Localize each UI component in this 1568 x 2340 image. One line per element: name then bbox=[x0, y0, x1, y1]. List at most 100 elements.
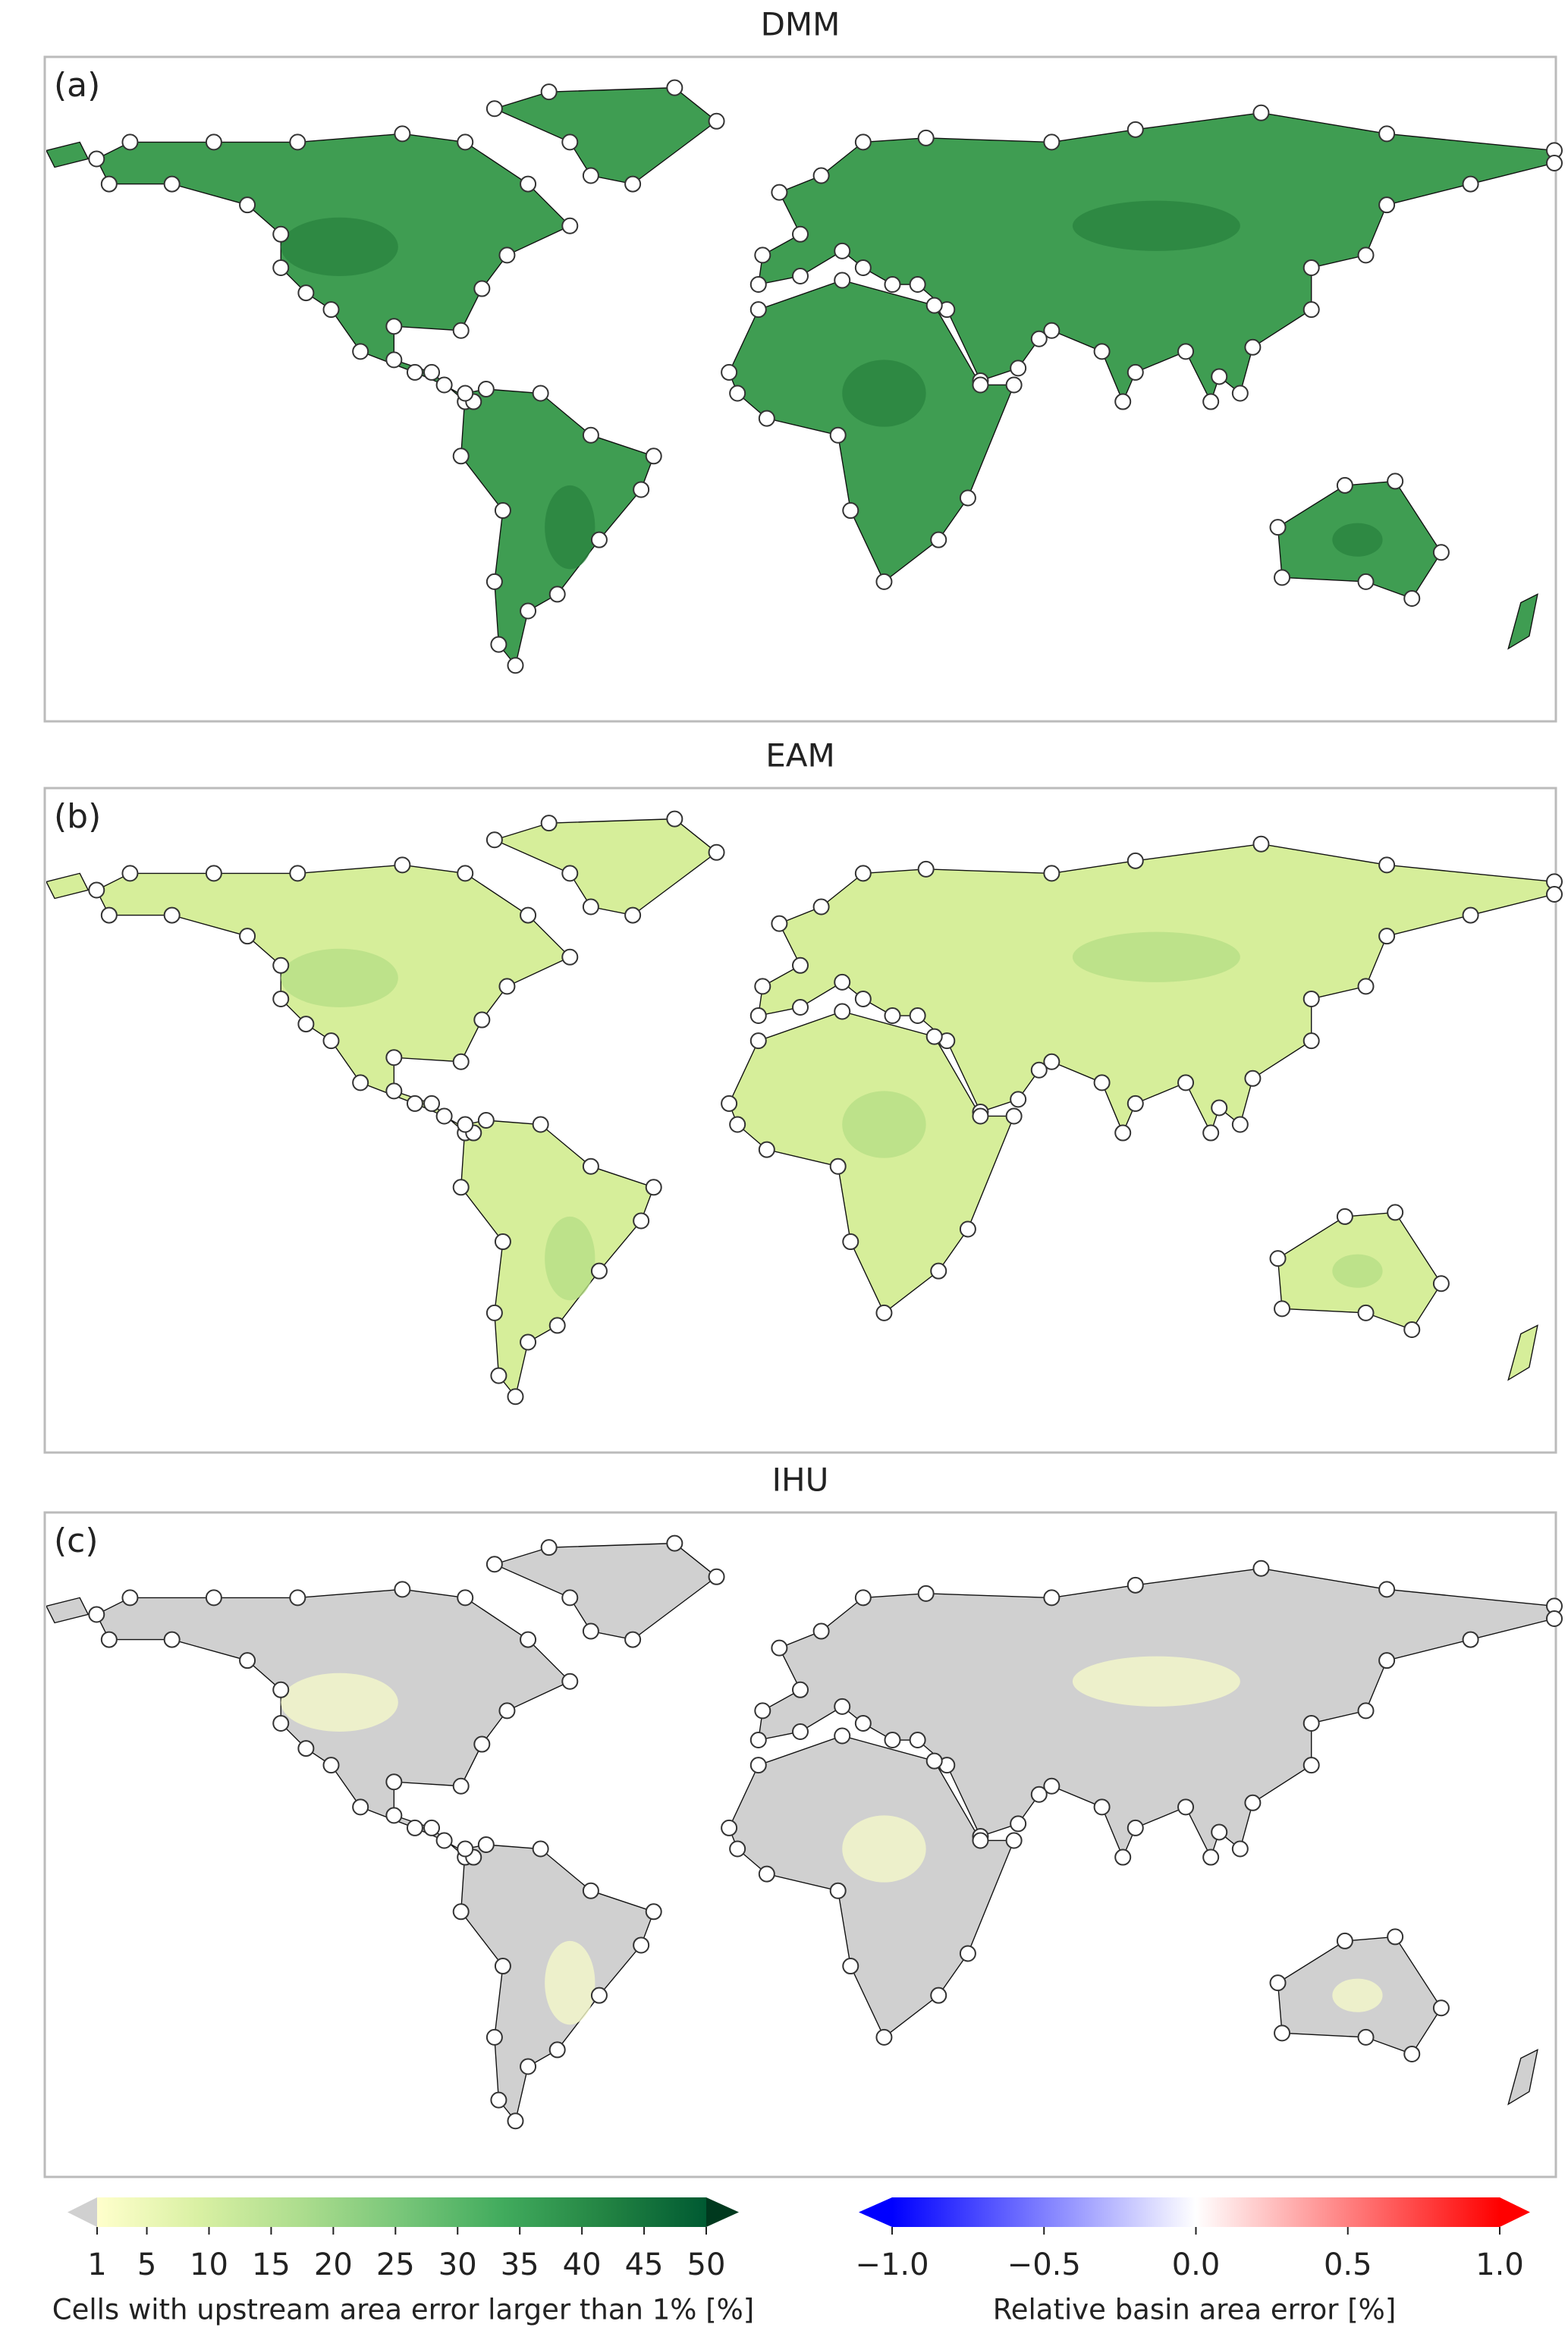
basin-outlet bbox=[792, 956, 809, 974]
basin-outlet bbox=[490, 2091, 507, 2109]
basin-outlet bbox=[854, 133, 872, 151]
basin-outlet bbox=[884, 1007, 901, 1025]
basin-outlet bbox=[930, 1987, 947, 2004]
basin-outlet bbox=[1211, 1823, 1228, 1841]
basin-outlet bbox=[1336, 476, 1353, 494]
basin-outlet bbox=[829, 1157, 847, 1175]
land bbox=[46, 141, 90, 168]
basin-outlet bbox=[507, 1388, 524, 1406]
basin-outlet bbox=[88, 881, 105, 899]
basin-outlet bbox=[561, 865, 579, 882]
basin-outlet bbox=[1357, 978, 1375, 995]
basin-outlet bbox=[1357, 1702, 1375, 1720]
basin-outlet bbox=[917, 1585, 935, 1602]
colorbar-over bbox=[1500, 2197, 1530, 2227]
basin-outlet bbox=[909, 276, 926, 294]
basin-outlet bbox=[485, 2028, 503, 2046]
basin-outlet bbox=[540, 815, 558, 832]
basin-outlet bbox=[473, 1735, 491, 1753]
basin-outlet bbox=[1030, 1061, 1048, 1079]
land-patch bbox=[1332, 1978, 1383, 2012]
basin-outlet bbox=[1302, 1714, 1320, 1732]
basin-outlet bbox=[385, 1082, 403, 1100]
basin-outlet bbox=[1231, 1116, 1249, 1133]
land-patch bbox=[281, 1673, 398, 1732]
basin-outlet bbox=[834, 1003, 851, 1020]
basin-outlet bbox=[394, 125, 411, 143]
basin-outlet bbox=[385, 1773, 403, 1791]
basin-outlet bbox=[352, 1798, 369, 1816]
colorbar-tick-label: 5 bbox=[137, 2247, 156, 2282]
basin-outlet bbox=[812, 898, 830, 916]
basin-outlet bbox=[352, 343, 369, 360]
colorbar-tick-label: 30 bbox=[438, 2247, 477, 2282]
basin-outlet bbox=[289, 133, 306, 151]
colorbar-tick-label: 25 bbox=[376, 2247, 415, 2282]
basin-outlet bbox=[666, 810, 683, 828]
land bbox=[1507, 2049, 1538, 2106]
colorbar-tick-label: −0.5 bbox=[1007, 2247, 1081, 2282]
basin-outlet bbox=[498, 247, 516, 264]
basin-outlet bbox=[729, 1840, 746, 1858]
basin-outlet bbox=[561, 948, 579, 966]
basin-outlet bbox=[792, 1681, 809, 1698]
basin-outlet bbox=[1252, 1559, 1270, 1577]
basin-outlet bbox=[406, 1819, 423, 1836]
basin-outlet bbox=[1043, 133, 1061, 151]
basin-outlet bbox=[520, 2058, 537, 2075]
basin-outlet bbox=[1043, 1589, 1061, 1607]
basin-outlet bbox=[1269, 519, 1287, 536]
basin-outlet bbox=[532, 1116, 549, 1133]
basin-outlet bbox=[100, 175, 118, 193]
basin-outlet bbox=[385, 1807, 403, 1824]
basin-outlet bbox=[1202, 1848, 1220, 1866]
land-patch bbox=[1072, 200, 1240, 251]
basin-outlet bbox=[854, 865, 872, 882]
basin-outlet bbox=[1546, 154, 1563, 171]
basin-outlet bbox=[972, 1832, 989, 1849]
basin-outlet bbox=[754, 1702, 771, 1720]
land-patch bbox=[1072, 1656, 1240, 1707]
basin-outlet bbox=[477, 1836, 495, 1853]
colorbar bbox=[97, 2197, 706, 2227]
basin-outlet bbox=[749, 301, 767, 319]
basin-outlet bbox=[834, 973, 851, 991]
basin-outlet bbox=[1231, 385, 1249, 402]
basin-outlet bbox=[1269, 1974, 1287, 1992]
basin-outlet bbox=[548, 2041, 566, 2059]
basin-outlet bbox=[457, 133, 474, 151]
basin-outlet bbox=[925, 1028, 943, 1045]
basin-outlet bbox=[721, 1819, 738, 1836]
colorbar-tick-label: 40 bbox=[563, 2247, 602, 2282]
basin-outlet bbox=[452, 1903, 470, 1921]
basin-outlet bbox=[645, 1903, 662, 1921]
basin-outlet bbox=[633, 481, 650, 498]
basin-outlet bbox=[205, 1589, 222, 1607]
colorbar-tick-label: 15 bbox=[252, 2247, 291, 2282]
basin-outlet bbox=[540, 83, 558, 101]
basin-outlet bbox=[561, 1673, 579, 1690]
basin-outlet bbox=[1244, 1794, 1262, 1811]
basin-outlet bbox=[834, 272, 851, 289]
colorbar-label: Relative basin area error [%] bbox=[993, 2294, 1397, 2326]
land bbox=[46, 872, 90, 900]
basin-outlet bbox=[1010, 360, 1027, 377]
basin-outlet bbox=[205, 133, 222, 151]
basin-outlet bbox=[884, 1732, 901, 1749]
panel-title: IHU bbox=[772, 1462, 829, 1499]
basin-outlet bbox=[490, 1367, 507, 1384]
colorbar-tick-label: 45 bbox=[625, 2247, 664, 2282]
basin-outlet bbox=[297, 284, 315, 302]
basin-outlet bbox=[1093, 1074, 1111, 1091]
basin-outlet bbox=[457, 385, 474, 402]
colorbar-tick-label: 50 bbox=[687, 2247, 726, 2282]
basin-outlet bbox=[1378, 1652, 1396, 1669]
basin-outlet bbox=[829, 1882, 847, 1899]
basin-outlet bbox=[385, 1049, 403, 1066]
basin-outlet bbox=[385, 318, 403, 335]
basin-outlet bbox=[322, 1757, 340, 1774]
basin-outlet bbox=[1127, 1819, 1144, 1836]
basin-outlet bbox=[1387, 473, 1404, 490]
basin-outlet bbox=[909, 1007, 926, 1025]
